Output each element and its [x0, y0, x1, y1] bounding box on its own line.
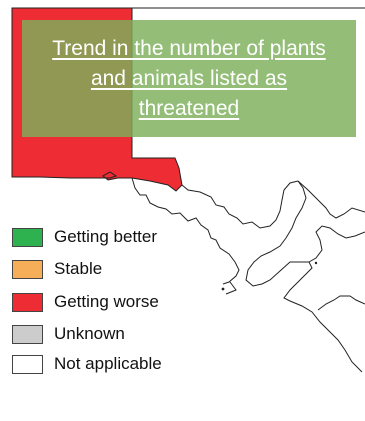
map-title: Trend in the number of plants and animal…	[52, 36, 326, 120]
legend-label: Unknown	[54, 324, 125, 343]
legend-swatch-getting-better	[12, 227, 43, 247]
legend-label: Getting worse	[54, 292, 159, 311]
map-borders	[11, 7, 365, 373]
legend-swatch-not-applicable	[12, 354, 43, 374]
legend-item-getting-worse: Getting worse	[12, 292, 159, 312]
legend-item-not-applicable: Not applicable	[12, 354, 162, 374]
legend-swatch-unknown	[12, 324, 43, 344]
island-marker	[221, 287, 225, 291]
legend-item-getting-better: Getting better	[12, 227, 157, 247]
legend-label: Not applicable	[54, 354, 162, 373]
legend-item-stable: Stable	[12, 259, 102, 279]
legend-item-unknown: Unknown	[12, 324, 125, 344]
legend-label: Getting better	[54, 227, 158, 246]
legend-swatch-stable	[12, 259, 43, 279]
legend-label: Stable	[54, 259, 103, 278]
title-panel: Trend in the number of plants and animal…	[22, 20, 356, 137]
island-marker	[314, 261, 318, 265]
legend-swatch-getting-worse	[12, 292, 43, 312]
